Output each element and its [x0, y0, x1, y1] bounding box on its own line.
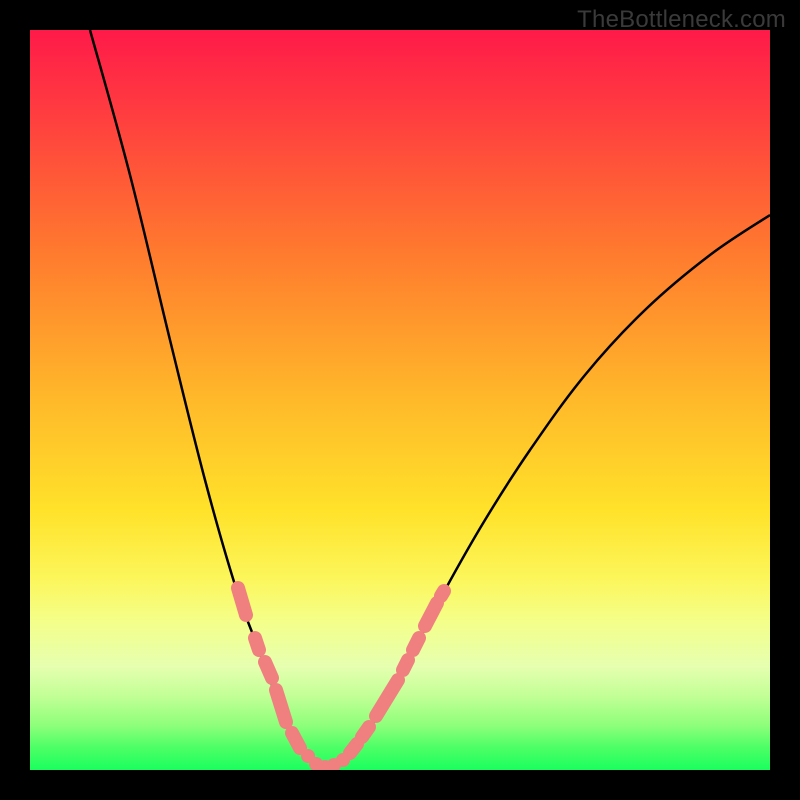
gradient-rect [30, 30, 770, 770]
plot-area [30, 30, 770, 770]
chart-frame: TheBottleneck.com [0, 0, 800, 800]
watermark-text: TheBottleneck.com [577, 6, 786, 34]
chart-svg [30, 30, 770, 770]
